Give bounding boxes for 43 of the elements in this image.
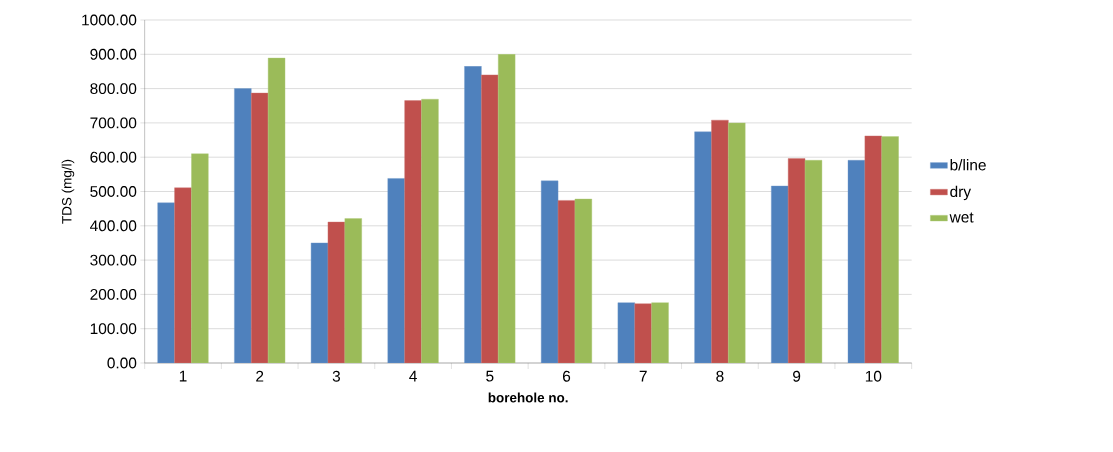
x-tick-label: 8 bbox=[716, 370, 724, 382]
bar bbox=[234, 88, 252, 363]
x-tick-label: 2 bbox=[256, 370, 264, 382]
y-axis-title: TDS (mg/l) bbox=[61, 159, 75, 224]
bar bbox=[481, 74, 499, 363]
bar bbox=[694, 131, 712, 363]
x-tick-label: 4 bbox=[409, 370, 417, 382]
bar bbox=[651, 302, 669, 363]
y-tick-label: 200.00 bbox=[90, 288, 137, 300]
y-tick-label: 1000.00 bbox=[82, 14, 137, 26]
bar bbox=[881, 136, 899, 363]
legend-label: dry bbox=[950, 185, 972, 201]
bar bbox=[464, 66, 482, 363]
x-tick-label: 3 bbox=[332, 370, 341, 382]
bar bbox=[387, 178, 405, 363]
bar bbox=[344, 218, 362, 363]
y-tick-label: 900.00 bbox=[90, 48, 137, 60]
bar bbox=[711, 119, 729, 363]
bar bbox=[771, 185, 789, 363]
x-tick-label: 10 bbox=[865, 370, 882, 382]
y-tick-label: 700.00 bbox=[90, 117, 137, 129]
x-tick-label: 9 bbox=[793, 370, 801, 382]
bar bbox=[157, 202, 175, 363]
x-tick-label: 1 bbox=[179, 370, 187, 382]
x-tick-label: 7 bbox=[639, 370, 647, 382]
y-tick-label: 300.00 bbox=[90, 254, 137, 266]
bar bbox=[404, 100, 422, 363]
x-tick-label: 5 bbox=[486, 370, 494, 382]
y-tick-label: 0.00 bbox=[107, 357, 137, 369]
bar bbox=[174, 187, 192, 363]
bar bbox=[728, 122, 746, 363]
y-tick-label: 500.00 bbox=[90, 186, 137, 197]
y-tick-label: 600.00 bbox=[90, 151, 137, 163]
x-tick-label: 6 bbox=[563, 370, 571, 382]
bar bbox=[421, 99, 439, 363]
y-tick-label: 800.00 bbox=[90, 83, 137, 95]
bar bbox=[634, 303, 652, 363]
y-tick-label: 100.00 bbox=[90, 323, 137, 335]
legend-label: b/line bbox=[950, 159, 986, 171]
bar bbox=[191, 153, 209, 363]
legend-label: wet bbox=[949, 212, 974, 223]
y-tick-label: 400.00 bbox=[90, 220, 137, 232]
x-axis-title: borehole no. bbox=[488, 392, 568, 403]
